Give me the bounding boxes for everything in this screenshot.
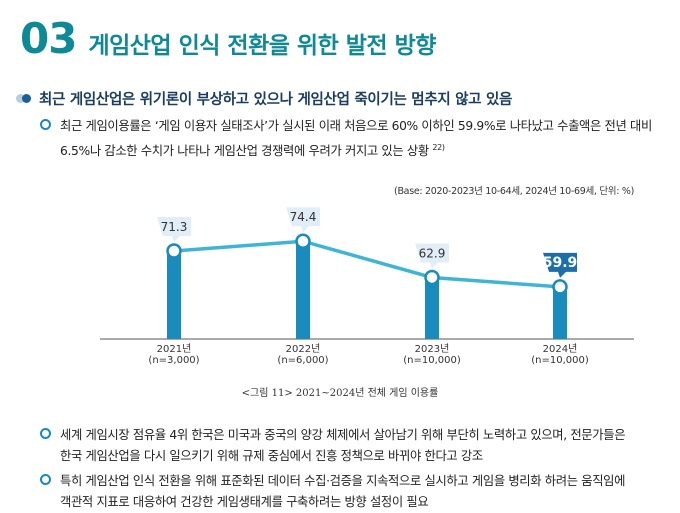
section-header: 03 게임산업 인식 전환을 위한 발전 방향 xyxy=(20,14,436,63)
ring-bullet-icon xyxy=(40,119,51,130)
bullet-dot-icon xyxy=(16,94,25,103)
bullet-item-1: 최근 게임이용률은 ‘게임 이용자 실태조사’가 실시된 이래 처음으로 60%… xyxy=(40,116,670,162)
figure-caption: <그림 11> 2021~2024년 전체 게임 이용률 xyxy=(241,388,439,399)
ring-bullet-icon xyxy=(40,474,51,485)
bullet-item-3: 특히 게임산업 인식 전환을 위해 표준화된 데이터 수집·검증을 지속적으로 … xyxy=(40,471,670,513)
value-label-box xyxy=(157,217,191,242)
x-tick-label: 2023년 xyxy=(415,343,450,355)
value-label: 59.9 xyxy=(543,255,578,271)
bullet-1-line-2: 6.5%나 감소한 수치가 나타나 게임산업 경쟁력에 우려가 커지고 있는 상… xyxy=(60,144,429,159)
bar xyxy=(167,251,181,339)
section-title: 게임산업 인식 전환을 위한 발전 방향 xyxy=(88,33,436,59)
value-label-callout: 59.9 xyxy=(543,252,578,278)
footnote-ref: 22) xyxy=(432,143,445,152)
bar xyxy=(553,286,567,339)
bar xyxy=(425,277,439,339)
bullet-2-line-1: 세계 게임시장 점유율 4위 한국은 미국과 중국의 양강 체제에서 살아남기 … xyxy=(60,428,626,442)
bullet-2-line-2: 한국 게임산업을 다시 일으키기 위해 규제 중심에서 진흥 정책으로 바뀌야 … xyxy=(60,449,483,463)
value-label-callout: 62.9 xyxy=(415,243,449,269)
value-label: 74.4 xyxy=(290,210,317,224)
value-label-box xyxy=(543,252,577,278)
section-number: 03 xyxy=(20,14,77,63)
x-tick-label: 2021년 xyxy=(157,343,192,355)
bullet-3-line-2: 객관적 지표로 대응하여 건강한 게임생태계를 구축하려는 방향 설정이 필요 xyxy=(60,495,429,509)
bullet-dot-icon xyxy=(22,94,31,103)
ring-bullet-icon xyxy=(40,428,51,439)
value-label-callout: 74.4 xyxy=(286,207,320,233)
bullet-item-2: 세계 게임시장 점유율 4위 한국은 미국과 중국의 양강 체제에서 살아남기 … xyxy=(40,425,670,467)
x-tick-sublabel: (n=3,000) xyxy=(148,355,199,366)
bullet-3-line-1: 특히 게임산업 인식 전환을 위해 표준화된 데이터 수집·검증을 지속적으로 … xyxy=(60,474,626,488)
x-tick-label: 2024년 xyxy=(543,343,578,355)
x-tick-label: 2022년 xyxy=(286,343,321,355)
chart-base-note: (Base: 2020-2023년 10-64세, 2024년 10-69세, … xyxy=(394,186,634,197)
value-label-callout: 71.3 xyxy=(157,217,191,242)
x-tick-sublabel: (n=10,000) xyxy=(531,355,589,366)
data-point xyxy=(424,269,440,286)
subsection-heading: 최근 게임산업은 위기론이 부상하고 있으나 게임산업 죽이기는 멈추지 않고 … xyxy=(16,88,512,109)
subsection-title: 최근 게임산업은 위기론이 부상하고 있으나 게임산업 죽이기는 멈추지 않고 … xyxy=(39,92,513,108)
value-label-box xyxy=(286,207,320,233)
data-point xyxy=(166,243,182,259)
usage-rate-chart: 71.3 74.4 62.9 59.9 2021년(n=3,000) 2022년(n=6,… xyxy=(100,207,634,366)
trend-line xyxy=(173,239,561,289)
bullet-1-line-1: 최근 게임이용률은 ‘게임 이용자 실태조사’가 실시된 이래 처음으로 60%… xyxy=(60,119,652,133)
data-point xyxy=(295,233,311,249)
value-label: 62.9 xyxy=(419,246,446,260)
bar xyxy=(296,241,310,339)
x-tick-sublabel: (n=10,000) xyxy=(403,355,461,366)
x-tick-sublabel: (n=6,000) xyxy=(277,355,328,366)
value-label: 71.3 xyxy=(161,220,188,234)
data-point xyxy=(552,279,568,295)
value-label-box xyxy=(415,243,449,269)
